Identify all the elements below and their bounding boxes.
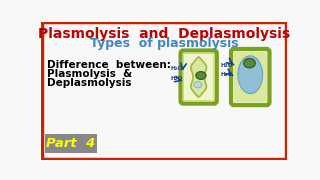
Text: H₂O: H₂O (221, 63, 233, 68)
Text: Types  of plasmolysis: Types of plasmolysis (90, 37, 238, 50)
Text: Part  4: Part 4 (46, 137, 95, 150)
Text: H₂O: H₂O (170, 66, 182, 71)
Bar (45, 134, 97, 152)
Text: Difference  between:: Difference between: (47, 60, 171, 70)
FancyBboxPatch shape (231, 49, 269, 105)
Text: H₂O: H₂O (170, 76, 182, 81)
FancyBboxPatch shape (234, 52, 267, 102)
Text: Deplasmolysis: Deplasmolysis (47, 78, 132, 88)
Text: Plasmolysis  and  Deplasmolysis: Plasmolysis and Deplasmolysis (38, 27, 290, 41)
Ellipse shape (238, 56, 262, 94)
Ellipse shape (194, 82, 202, 88)
Text: Plasmolysis  &: Plasmolysis & (47, 69, 132, 79)
Text: H₂O: H₂O (221, 72, 233, 77)
FancyBboxPatch shape (180, 50, 217, 104)
Ellipse shape (196, 72, 206, 79)
Ellipse shape (244, 58, 255, 68)
Polygon shape (191, 57, 206, 97)
